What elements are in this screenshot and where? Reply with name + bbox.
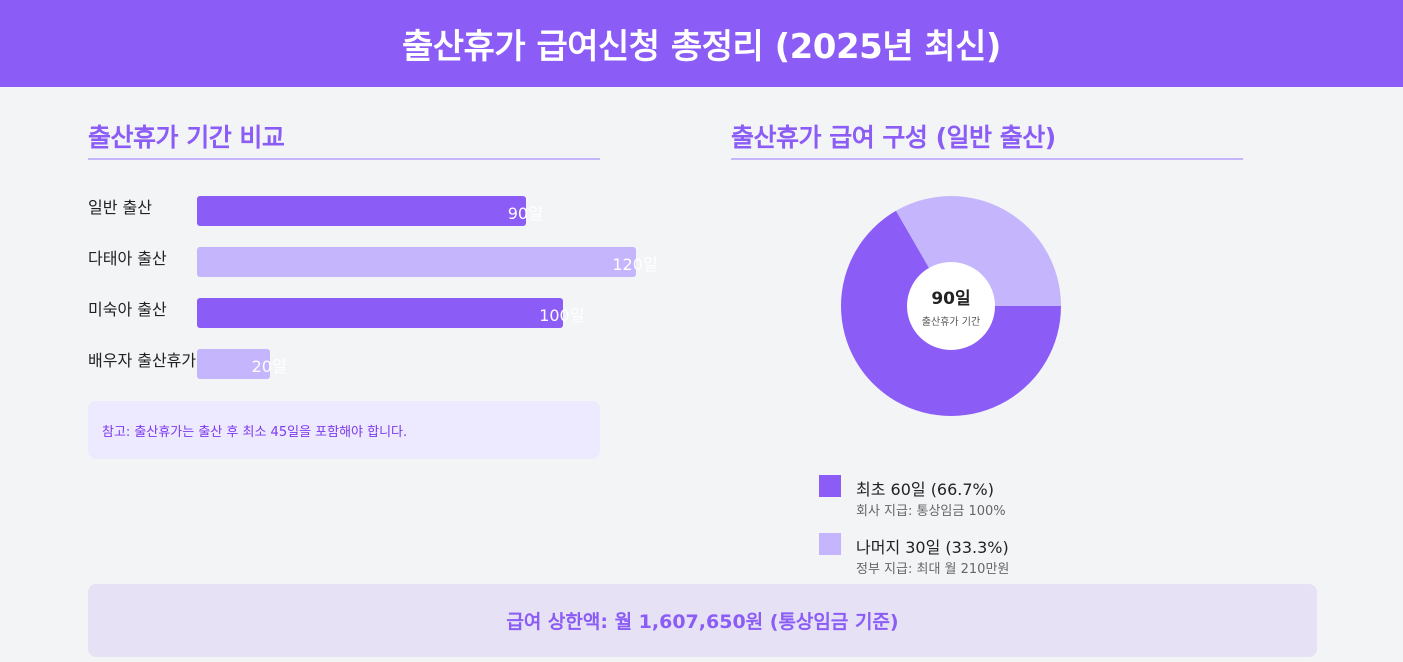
bar-chart-divider <box>88 158 600 160</box>
pie-center-value: 90일 <box>931 289 971 309</box>
pay-composition-pie-chart: 90일 출산휴가 기간 <box>841 196 1061 416</box>
pay-cap-text: 급여 상한액: 월 1,607,650원 (통상임금 기준) <box>506 611 899 633</box>
bar-value-label: 120일 <box>612 255 658 274</box>
pay-cap-banner: 급여 상한액: 월 1,607,650원 (통상임금 기준) <box>88 584 1317 657</box>
legend-label: 최초 60일 (66.7%) <box>856 480 995 499</box>
bar-value-label: 100일 <box>539 306 585 325</box>
pie-chart-title: 출산휴가 급여 구성 (일반 출산) <box>731 123 1056 152</box>
bar <box>197 349 271 379</box>
legend-swatch <box>819 533 841 555</box>
pie-chart-divider <box>731 158 1243 160</box>
legend-sublabel: 정부 지급: 최대 월 210만원 <box>856 562 1010 577</box>
bar-chart-title: 출산휴가 기간 비교 <box>88 123 285 152</box>
page-title: 출산휴가 급여신청 총정리 (2025년 최신) <box>402 27 1001 67</box>
bar-category-label: 일반 출산 <box>88 198 152 217</box>
info-note: 참고: 출산휴가는 출산 후 최소 45일을 포함해야 합니다. <box>88 401 600 459</box>
page-header: 출산휴가 급여신청 총정리 (2025년 최신) <box>0 0 1403 87</box>
legend-label: 나머지 30일 (33.3%) <box>856 538 1009 557</box>
bar <box>197 247 636 277</box>
pie-center-caption: 출산휴가 기간 <box>921 317 981 328</box>
bar-category-label: 다태아 출산 <box>88 249 167 268</box>
bar <box>197 196 527 226</box>
pie-center-label: 90일 출산휴가 기간 <box>907 262 995 350</box>
bar-category-label: 미숙아 출산 <box>88 300 167 319</box>
info-note-text: 참고: 출산휴가는 출산 후 최소 45일을 포함해야 합니다. <box>102 424 408 440</box>
bar <box>197 298 563 328</box>
bar-value-label: 90일 <box>507 204 543 223</box>
bar-category-label: 배우자 출산휴가 <box>88 351 197 370</box>
legend-swatch <box>819 475 841 497</box>
bar-value-label: 20일 <box>251 357 287 376</box>
legend-sublabel: 회사 지급: 통상임금 100% <box>856 504 1006 519</box>
